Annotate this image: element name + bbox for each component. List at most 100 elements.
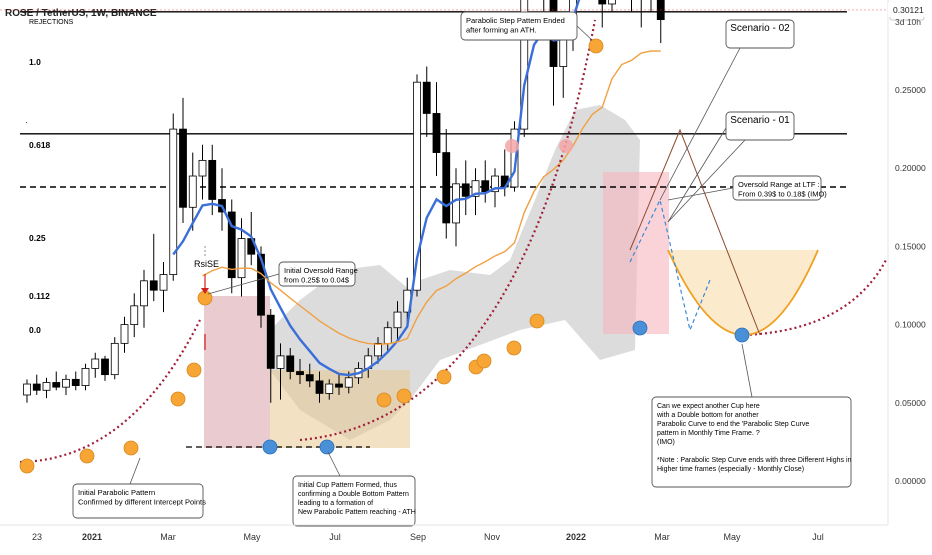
orange-marker (436, 369, 452, 385)
candle-body (510, 128, 519, 188)
candle-body (159, 274, 168, 291)
fib-rejections-label: REJECTIONS (29, 19, 74, 26)
candle-body (266, 314, 275, 369)
scenario-01-box-line: Scenario - 01 (730, 115, 790, 126)
candle-body (188, 175, 197, 208)
candle-body (276, 355, 285, 369)
parabolic-initial-pointer (129, 457, 141, 485)
sma-line (202, 50, 661, 345)
y-tick-label: 0.20000 (895, 163, 926, 173)
ema-line (172, 0, 581, 377)
candle-body (71, 378, 80, 386)
candle-body (130, 305, 139, 326)
orange-marker (19, 458, 35, 474)
y-tick-label: 0.25000 (895, 85, 926, 95)
x-tick-label: Mar (160, 532, 176, 542)
scenario-01-box-box (725, 111, 795, 141)
question-note-line: *Note : Parabolic Step Curve ends with t… (657, 457, 852, 464)
oversold-ltf-note-line: From 0.39$ to 0.18$ (IMO) (738, 190, 827, 199)
cup-note-pointer (327, 451, 341, 477)
candle-body (110, 342, 119, 376)
orange-marker (170, 391, 186, 407)
candle-body (481, 180, 490, 193)
question-note-line: (IMO) (657, 439, 675, 446)
scenario-02-pointer (659, 47, 741, 201)
oversold-ltf-note-line: Oversold Range at LTF : (738, 180, 820, 189)
candle-body (237, 238, 246, 279)
candle-body (608, 0, 616, 5)
blue-marker (319, 439, 335, 455)
pink-marker (505, 139, 519, 153)
candle-body (305, 374, 314, 382)
orange-marker (529, 313, 545, 329)
x-tick-label: 23 (32, 532, 42, 542)
parabola-curve-2 (299, 19, 597, 442)
candle-body (315, 380, 324, 394)
fib-label-1.0: 1.0 (29, 57, 41, 67)
oversold-ltf-note: Oversold Range at LTF :From 0.39$ to 0.1… (732, 175, 827, 201)
blue-marker (262, 439, 278, 455)
fib-label-0.0: 0.0 (29, 325, 41, 335)
fib-label-0.618: 0.618 (29, 140, 51, 150)
ath-note-line: Parabolic Step Pattern Ended (466, 16, 565, 25)
candle-body (471, 180, 480, 197)
blue-marker (734, 327, 750, 343)
candle-body (120, 324, 129, 344)
candle-body (393, 311, 402, 329)
candle-body (198, 159, 207, 177)
orange-marker (186, 362, 202, 378)
candle-body (81, 367, 90, 386)
candle-body (23, 383, 31, 396)
candle-body (62, 378, 70, 388)
candle-body (325, 383, 334, 394)
price-label-bg (888, 2, 932, 17)
volatility-band (270, 105, 640, 440)
candle-body (422, 81, 431, 114)
candle-body (344, 377, 353, 388)
candle-body (598, 0, 607, 5)
parabolic-initial-note-box (72, 483, 204, 519)
candle-body (335, 383, 343, 388)
fib-lines: 1.0REJECTIONS0.618REJECTIONS0.25REJECTIO… (20, 11, 847, 448)
candle-body (32, 383, 41, 391)
question-note-line: Higher time frames (especially - Monthly… (657, 466, 804, 473)
candle-body (91, 358, 100, 369)
cup-note-line: Initial Cup Pattern Formed, thus (298, 482, 397, 489)
candle-body (432, 113, 441, 153)
candle-body (520, 0, 529, 130)
oversold-initial-note-line: from 0.25$ to 0.04$ (284, 276, 350, 285)
cup-note-line: leading to a formation of (298, 500, 373, 507)
rsi-arrow-head (201, 288, 209, 294)
orange-marker (588, 38, 604, 54)
candle-body (149, 280, 158, 291)
cup-note-box (292, 475, 416, 527)
parabolic-initial-note-line: Confirmed by different Intercept Points (78, 498, 206, 507)
x-tick-label: May (723, 532, 741, 542)
candle-body (52, 382, 61, 388)
candle-body (286, 355, 295, 372)
scenario-02-box-line: Scenario - 02 (730, 23, 790, 34)
scenario-02-path (629, 128, 761, 336)
oversold-ltf-pointer (667, 187, 734, 201)
scenario-01-box: Scenario - 01 (725, 111, 795, 141)
y-tick-label: 0.10000 (895, 320, 926, 330)
question-note-line: Parabolic Curve to end the 'Parabolic St… (657, 421, 809, 428)
orange-marker (79, 448, 95, 464)
candle-body (452, 183, 460, 224)
rsi-label: RsiSE (194, 259, 219, 269)
candle-body (383, 327, 392, 344)
orange-marker (506, 340, 522, 356)
y-tick-label: 0.15000 (895, 241, 926, 251)
candle-body (413, 81, 421, 291)
cup-zone (270, 370, 410, 448)
fib-label-0.112: 0.112 (29, 291, 50, 301)
ath-note-pointer (576, 25, 593, 41)
y-tick-label: 0.00000 (895, 476, 926, 486)
x-tick-label: Nov (484, 532, 501, 542)
pink-marker (559, 139, 573, 153)
question-note: Can we expect another Cup here with a Dou… (651, 396, 852, 488)
